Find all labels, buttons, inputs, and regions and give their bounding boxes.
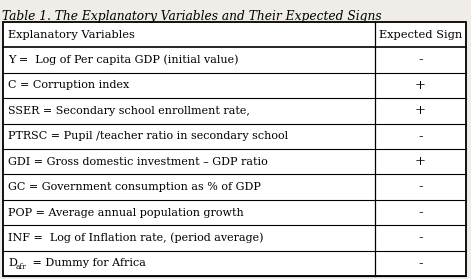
- Text: GC = Government consumption as % of GDP: GC = Government consumption as % of GDP: [8, 182, 261, 192]
- Text: = Dummy for Africa: = Dummy for Africa: [29, 258, 146, 268]
- Text: GDI = Gross domestic investment – GDP ratio: GDI = Gross domestic investment – GDP ra…: [8, 157, 268, 167]
- Text: -: -: [418, 54, 423, 67]
- Text: Explanatory Variables: Explanatory Variables: [8, 30, 135, 40]
- Text: Table 1. The Explanatory Variables and Their Expected Signs: Table 1. The Explanatory Variables and T…: [2, 10, 382, 23]
- Text: POP = Average annual population growth: POP = Average annual population growth: [8, 208, 244, 218]
- Text: -: -: [418, 257, 423, 270]
- Text: +: +: [415, 155, 426, 168]
- Text: afr: afr: [16, 263, 26, 271]
- Text: +: +: [415, 104, 426, 117]
- Text: D: D: [8, 258, 17, 268]
- Text: PTRSC = Pupil /teacher ratio in secondary school: PTRSC = Pupil /teacher ratio in secondar…: [8, 131, 288, 141]
- Text: SSER = Secondary school enrollment rate,: SSER = Secondary school enrollment rate,: [8, 106, 250, 116]
- Text: +: +: [415, 79, 426, 92]
- Text: C = Corruption index: C = Corruption index: [8, 81, 129, 90]
- Text: INF =  Log of Inflation rate, (period average): INF = Log of Inflation rate, (period ave…: [8, 233, 263, 243]
- Text: -: -: [418, 206, 423, 219]
- Text: Y =  Log of Per capita GDP (initial value): Y = Log of Per capita GDP (initial value…: [8, 55, 238, 65]
- Text: -: -: [418, 130, 423, 143]
- Text: Expected Sign: Expected Sign: [379, 30, 462, 40]
- Text: -: -: [418, 231, 423, 244]
- Text: -: -: [418, 181, 423, 194]
